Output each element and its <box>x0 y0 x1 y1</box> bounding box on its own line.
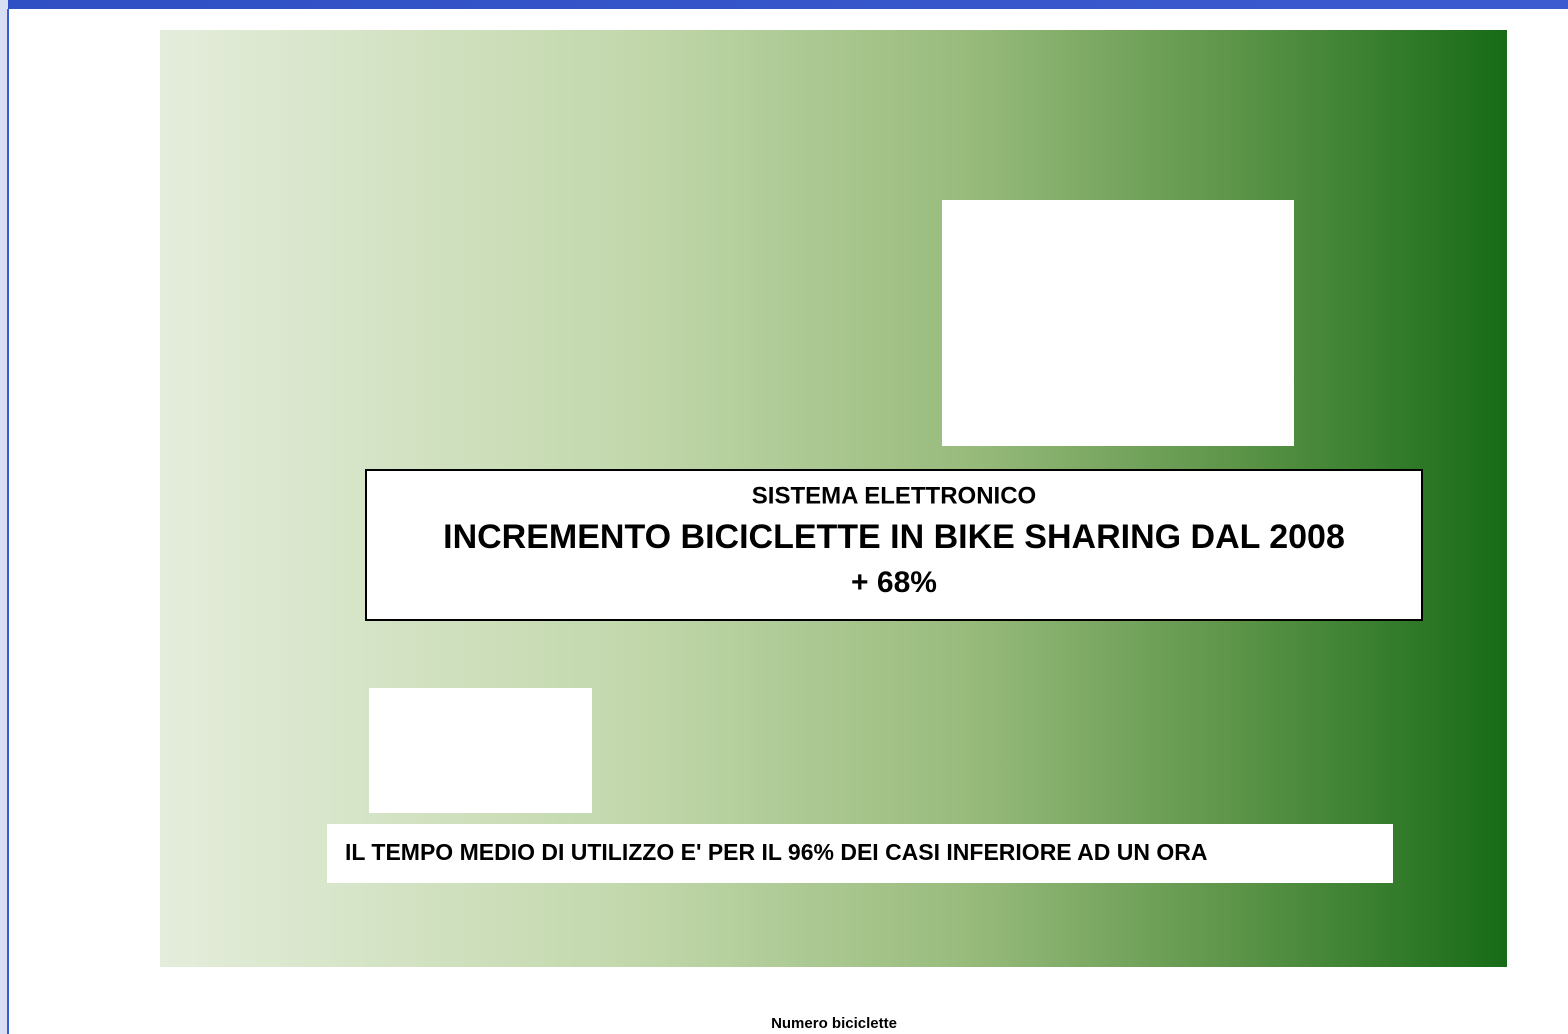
note-box <box>942 200 1294 446</box>
headline-box <box>365 469 1423 621</box>
chart-title: INCREMENTO BICICLETTE IN BIKE SHARING DA… <box>443 518 1345 556</box>
legend-box <box>369 688 592 813</box>
x-axis-title: Numero biciclette <box>771 1015 897 1032</box>
footnote: IL TEMPO MEDIO DI UTILIZZO E' PER IL 96%… <box>345 839 1208 865</box>
left-frame <box>0 0 8 1034</box>
subtitle: SISTEMA ELETTRONICO <box>752 482 1036 509</box>
top-frame <box>0 0 1568 9</box>
footnote-box <box>327 824 1393 883</box>
change: + 68% <box>851 566 937 599</box>
